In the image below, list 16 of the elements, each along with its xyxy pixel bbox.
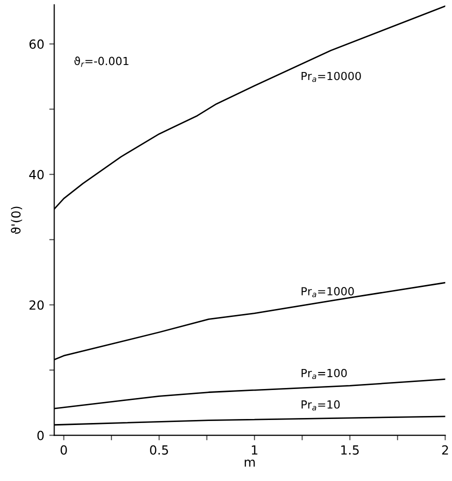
annotation: ϑ$_{r}$=-0.001 [74, 56, 128, 67]
x-tick-label: 0.5 [150, 445, 168, 455]
y-tick-label: 20 [30, 300, 44, 310]
annotation: Pr$_{a}$=100 [302, 368, 347, 380]
y-axis-title: ϑ'(0) [10, 206, 22, 234]
x-tick-label: 0 [60, 445, 67, 455]
y-tick-label: 60 [29, 39, 44, 49]
y-tick-label: 0 [37, 430, 44, 440]
y-tick-label: 40 [29, 170, 44, 180]
annotation: Pr$_{a}$=10 [302, 400, 340, 410]
x-tick-label: 1 [252, 445, 258, 455]
annotation: Pr$_{a}$=10000 [302, 72, 361, 82]
x-tick-label: 1.5 [341, 445, 359, 455]
x-tick-label: 2 [442, 445, 448, 455]
annotation: Pr$_{a}$=1000 [302, 287, 354, 298]
x-axis-title: m [244, 460, 255, 467]
